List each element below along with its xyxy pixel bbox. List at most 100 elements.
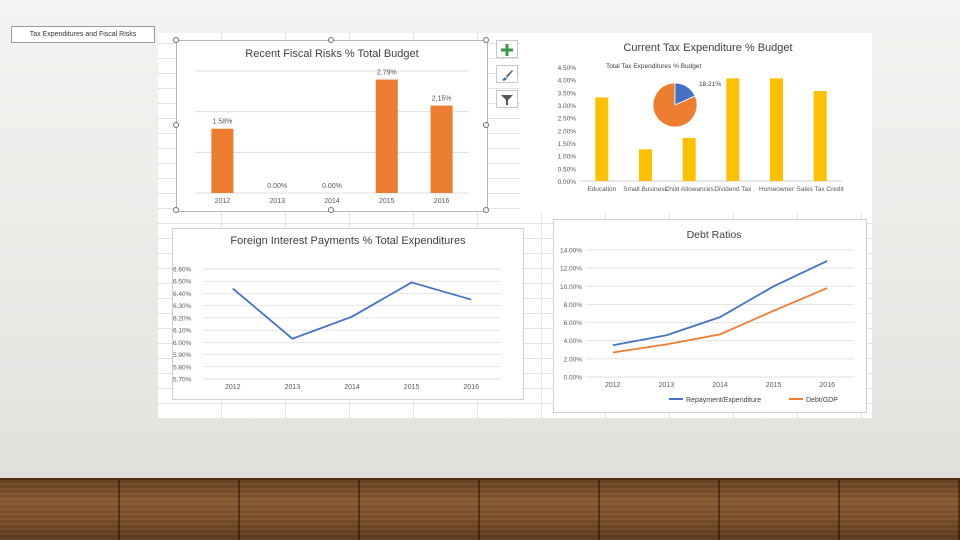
- x-tick-label: Small Business: [623, 186, 668, 193]
- y-tick-label: 10.00%: [560, 284, 582, 291]
- floor-edge: [0, 478, 960, 481]
- bar: [813, 91, 827, 181]
- y-tick-label: 6.50%: [173, 279, 192, 286]
- data-label: 2.15%: [432, 96, 452, 103]
- bar: [211, 128, 234, 193]
- resize-handle[interactable]: [483, 122, 489, 128]
- x-tick-label: 2012: [225, 384, 241, 391]
- y-tick-label: 6.60%: [173, 267, 192, 274]
- bar: [430, 105, 453, 193]
- y-tick-label: 6.40%: [173, 291, 192, 298]
- bar: [375, 79, 398, 193]
- y-tick-label: 6.30%: [173, 303, 192, 310]
- x-tick-label: 2013: [285, 384, 301, 391]
- x-tick-label: 2014: [712, 382, 728, 389]
- resize-handle[interactable]: [173, 122, 179, 128]
- legend-label: Repayment/Expenditure: [686, 397, 761, 404]
- resize-handle[interactable]: [328, 37, 334, 43]
- bar: [595, 97, 609, 181]
- y-tick-label: 5.90%: [173, 352, 192, 359]
- wooden-floor: [0, 480, 960, 540]
- pie-label: Total Tax Expenditures % Budget: [606, 63, 701, 70]
- pie-value-label: 18.21%: [699, 81, 721, 88]
- x-tick-label: Dividend Tax: [714, 186, 752, 193]
- y-tick-label: 6.20%: [173, 315, 192, 322]
- series-line: [612, 260, 828, 347]
- resize-handle[interactable]: [173, 207, 179, 213]
- y-tick-label: 4.00%: [564, 338, 583, 345]
- y-tick-label: 14.00%: [560, 248, 582, 255]
- x-tick-label: Homeowner: [759, 186, 795, 193]
- y-tick-label: 0.00%: [558, 179, 577, 186]
- x-tick-label: 2013: [659, 382, 675, 389]
- y-tick-label: 3.00%: [558, 103, 577, 110]
- resize-handle[interactable]: [173, 37, 179, 43]
- y-tick-label: 0.50%: [558, 166, 577, 173]
- y-tick-label: 2.50%: [558, 116, 577, 123]
- x-tick-label: 2015: [379, 198, 395, 205]
- y-tick-label: 6.10%: [173, 328, 192, 335]
- chart-elements-button[interactable]: [496, 40, 518, 58]
- chart-title: Current Tax Expenditure % Budget: [623, 42, 792, 54]
- data-label: 0.00%: [267, 183, 287, 190]
- fiscal-risks-chart[interactable]: Recent Fiscal Risks % Total Budget 1.58% 2…: [176, 40, 488, 212]
- y-tick-label: 6.00%: [173, 340, 192, 347]
- debt-ratios-chart[interactable]: Debt Ratios 0.00% 2.00% 4.00% 6.00% 8.00% 10.0…: [553, 219, 867, 413]
- fiscal-risks-plot: Recent Fiscal Risks % Total Budget 1.58% 2…: [195, 48, 469, 205]
- x-tick-label: Education: [587, 186, 616, 193]
- chart-title: Debt Ratios: [687, 229, 742, 241]
- y-tick-label: 5.70%: [173, 377, 192, 384]
- data-label: 0.00%: [322, 183, 342, 190]
- y-tick-label: 2.00%: [558, 128, 577, 135]
- series-line: [612, 287, 828, 354]
- data-label: 1.58%: [212, 119, 232, 126]
- funnel-icon: [501, 95, 513, 105]
- x-tick-label: 2016: [463, 384, 479, 391]
- bar: [639, 149, 652, 181]
- debt-ratios-plot: Debt Ratios 0.00% 2.00% 4.00% 6.00% 8.00% 10.0…: [560, 229, 854, 404]
- y-tick-label: 1.00%: [558, 154, 577, 161]
- chart-styles-button[interactable]: [496, 65, 518, 83]
- x-tick-label: 2014: [324, 198, 340, 205]
- plus-icon: [501, 44, 513, 56]
- x-tick-label: Sales Tax Credit: [797, 186, 844, 193]
- chart-title: Recent Fiscal Risks % Total Budget: [245, 48, 418, 60]
- y-tick-label: 5.80%: [173, 364, 192, 371]
- legend-label: Debt/GDP: [806, 397, 838, 404]
- slide-title: Tax Expenditures and Fiscal Risks: [11, 26, 155, 43]
- y-tick-label: 1.50%: [558, 141, 577, 148]
- chart-filters-button[interactable]: [496, 90, 518, 108]
- foreign-interest-plot: Foreign Interest Payments % Total Expend…: [173, 235, 501, 391]
- bar: [682, 137, 696, 181]
- y-tick-label: 4.00%: [558, 78, 577, 85]
- x-tick-label: 2016: [819, 382, 835, 389]
- bar: [770, 78, 783, 181]
- resize-handle[interactable]: [483, 37, 489, 43]
- x-tick-label: 2014: [344, 384, 360, 391]
- tax-expenditure-plot: Current Tax Expenditure % Budget 0.00% 0.5…: [558, 42, 844, 193]
- bar: [726, 78, 740, 181]
- y-tick-label: 6.00%: [564, 320, 583, 327]
- tax-expenditure-chart[interactable]: Current Tax Expenditure % Budget 0.00% 0.5…: [520, 33, 872, 213]
- foreign-interest-chart[interactable]: Foreign Interest Payments % Total Expend…: [172, 228, 524, 400]
- resize-handle[interactable]: [328, 207, 334, 213]
- y-tick-label: 12.00%: [560, 266, 582, 273]
- brush-icon: [502, 70, 513, 81]
- x-tick-label: 2013: [269, 198, 285, 205]
- x-tick-label: 2012: [215, 198, 231, 205]
- data-label: 2.79%: [377, 70, 397, 77]
- x-tick-label: 2015: [766, 382, 782, 389]
- y-tick-label: 2.00%: [564, 356, 583, 363]
- resize-handle[interactable]: [483, 207, 489, 213]
- chart-title: Foreign Interest Payments % Total Expend…: [230, 235, 466, 247]
- x-tick-label: 2015: [404, 384, 420, 391]
- x-tick-label: 2012: [605, 382, 621, 389]
- y-tick-label: 8.00%: [564, 302, 583, 309]
- x-tick-label: Child Allowances: [665, 186, 715, 193]
- y-tick-label: 4.50%: [558, 65, 577, 72]
- x-tick-label: 2016: [434, 198, 450, 205]
- y-tick-label: 0.00%: [564, 375, 583, 382]
- series-line: [232, 281, 472, 340]
- y-tick-label: 3.50%: [558, 90, 577, 97]
- pie-slice: [674, 82, 696, 106]
